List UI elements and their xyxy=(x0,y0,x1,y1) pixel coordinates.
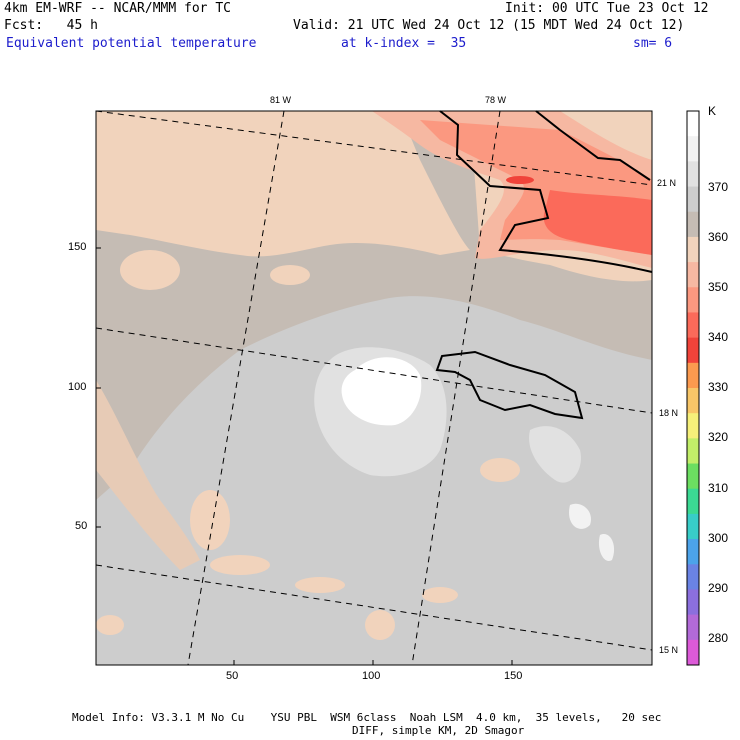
colorbar-label: 290 xyxy=(708,581,729,595)
colorbar-swatch xyxy=(687,639,699,666)
colorbar-unit: K xyxy=(708,104,717,118)
graticule xyxy=(96,111,652,665)
y-tick-label: 50 xyxy=(75,520,88,532)
field-335-core xyxy=(543,190,652,255)
colorbar-swatch xyxy=(687,236,699,263)
colorbar xyxy=(686,110,700,666)
colorbar-label: 360 xyxy=(708,230,729,244)
field-350-upper xyxy=(96,111,470,257)
forecast-hour: Fcst: 45 h xyxy=(4,18,98,33)
colorbar-swatch xyxy=(687,539,699,565)
colorbar-label: 310 xyxy=(708,481,729,495)
colorbar-label: 370 xyxy=(708,180,729,194)
model-info: Model Info: V3.3.1 M No Cu YSU PBL WSM 6… xyxy=(72,711,662,724)
init-time: Init: 00 UTC Tue 23 Oct 12 xyxy=(505,1,709,16)
colorbar-swatch xyxy=(687,362,699,389)
colorbar-swatch xyxy=(687,614,699,641)
x-tick-label: 100 xyxy=(362,670,381,682)
colorbar-swatch xyxy=(687,564,699,590)
colorbar-label: 340 xyxy=(708,330,729,344)
y-tick-label: 150 xyxy=(68,241,87,253)
colorbar-swatch xyxy=(687,413,699,439)
y-tick-label: 100 xyxy=(68,381,87,393)
colorbar-swatch xyxy=(687,136,699,162)
colorbar-swatch xyxy=(687,463,699,490)
lon-label: 78 W xyxy=(485,95,507,105)
colorbar-label: 280 xyxy=(708,631,729,645)
colorbar-swatch xyxy=(687,262,699,288)
colorbar-swatch xyxy=(687,488,699,515)
colorbar-label: 320 xyxy=(708,430,729,444)
colorbar-label: 350 xyxy=(708,280,729,294)
colorbar-swatch xyxy=(687,186,699,213)
model-title: 4km EM-WRF -- NCAR/MMM for TC xyxy=(4,1,231,16)
model-physics: DIFF, simple KM, 2D Smagor xyxy=(352,724,525,737)
level-label: at k-index = 35 xyxy=(341,36,467,51)
coastlines xyxy=(435,110,653,420)
lat-label: 21 N xyxy=(657,178,677,188)
lat-label: 15 N xyxy=(659,645,679,655)
colorbar-swatch xyxy=(687,287,699,313)
field-name: Equivalent potential temperature xyxy=(6,36,257,51)
colorbar-swatch xyxy=(687,513,699,540)
axis-ticks xyxy=(96,247,513,665)
colorbar-frame xyxy=(686,110,700,666)
lat-label: 18 N xyxy=(659,408,679,418)
colorbar-swatch xyxy=(687,111,699,137)
colorbar-swatch xyxy=(687,161,699,188)
smoothing-label: sm= 6 xyxy=(633,36,673,51)
colorbar-swatch xyxy=(687,312,699,339)
colorbar-swatch xyxy=(687,211,699,238)
valid-time: Valid: 21 UTC Wed 24 Oct 12 (15 MDT Wed … xyxy=(293,18,685,33)
x-tick-label: 150 xyxy=(504,670,523,682)
colorbar-swatch xyxy=(687,438,699,465)
lon-label: 81 W xyxy=(270,95,292,105)
x-tick-label: 50 xyxy=(226,670,239,682)
colorbar-swatch xyxy=(687,337,699,364)
colorbar-label: 330 xyxy=(708,380,729,394)
colorbar-label: 300 xyxy=(708,531,729,545)
colorbar-swatch xyxy=(687,388,699,414)
colorbar-swatch xyxy=(687,589,699,616)
